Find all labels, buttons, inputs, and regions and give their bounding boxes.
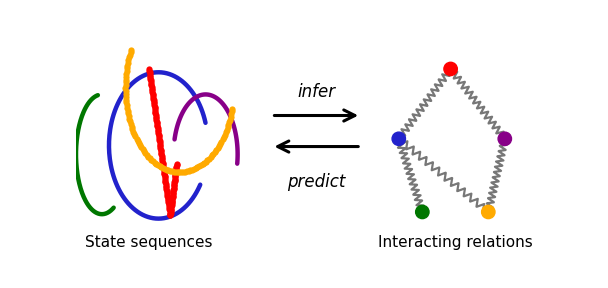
Ellipse shape	[482, 205, 495, 219]
Ellipse shape	[416, 205, 429, 219]
Ellipse shape	[392, 132, 406, 145]
Text: predict: predict	[287, 173, 345, 191]
Ellipse shape	[444, 62, 457, 75]
Ellipse shape	[498, 132, 511, 145]
Text: Interacting relations: Interacting relations	[378, 235, 533, 250]
Text: infer: infer	[297, 83, 336, 101]
Text: State sequences: State sequences	[85, 235, 213, 250]
